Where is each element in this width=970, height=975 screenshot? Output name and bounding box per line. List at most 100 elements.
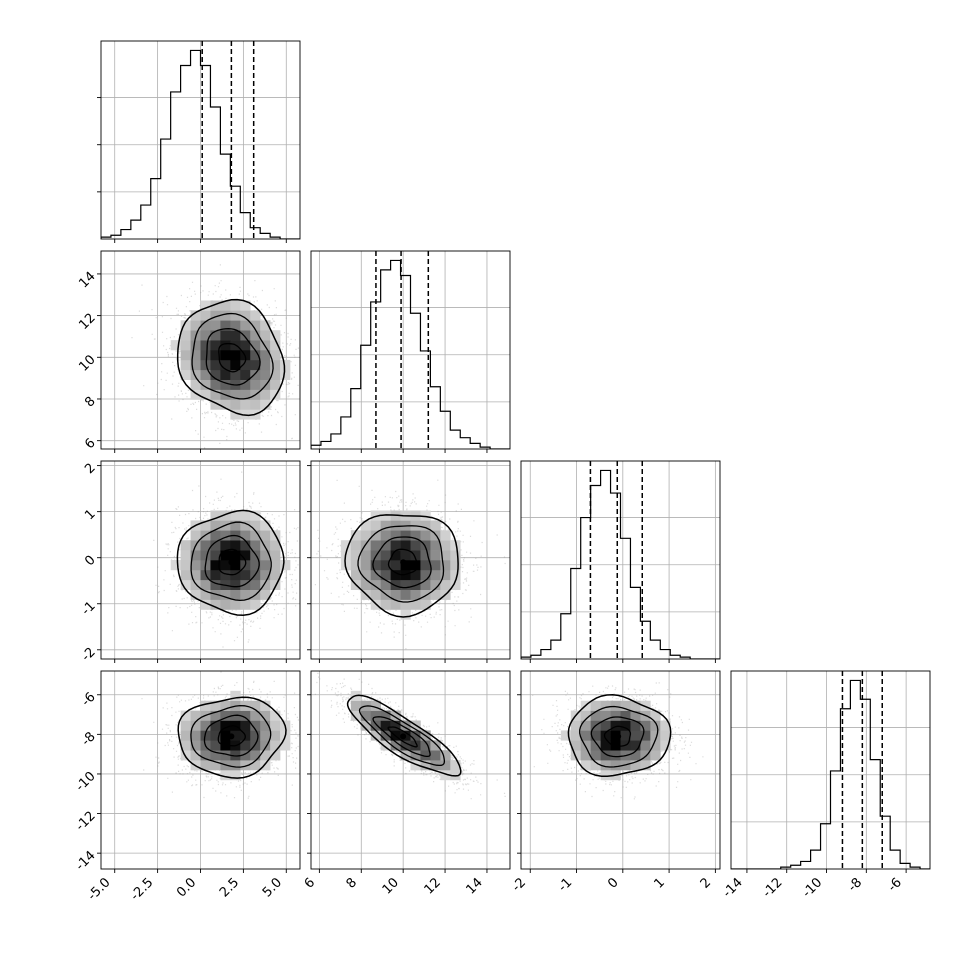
panel-content	[153, 471, 300, 648]
density-cell	[240, 389, 251, 400]
density-cell	[560, 730, 572, 741]
density-cell	[630, 700, 641, 711]
panel-content	[131, 251, 299, 449]
density-cell	[250, 330, 261, 341]
x-tick-label: 14	[463, 875, 485, 897]
x-tick-label: 2.5	[217, 875, 242, 900]
density-cell	[240, 300, 251, 311]
density-cell	[180, 369, 191, 380]
density-cell	[220, 379, 231, 390]
contour-line	[346, 694, 462, 777]
y-tick-label: 12	[76, 311, 98, 333]
density-cell	[400, 579, 411, 590]
density-cell	[190, 740, 201, 751]
density-peak	[400, 559, 407, 566]
density-cell	[240, 710, 251, 721]
density-cell	[270, 359, 281, 371]
density-cell	[190, 530, 201, 541]
density-cell	[180, 730, 191, 741]
contour-line	[603, 725, 632, 747]
density-cell	[600, 710, 611, 721]
contour-line	[190, 521, 272, 602]
density-cell	[650, 730, 661, 741]
density-cell	[340, 540, 352, 551]
histogram-panel-0	[97, 40, 301, 243]
density-cell	[230, 690, 241, 701]
contour-line	[176, 509, 285, 617]
density-cell	[210, 760, 221, 771]
contour-line	[205, 328, 261, 386]
density-cell	[210, 320, 221, 331]
contour-line	[579, 705, 659, 768]
density-cell	[200, 579, 211, 590]
density-cell	[400, 740, 411, 751]
density-cell	[380, 740, 391, 751]
density-cell	[580, 730, 591, 741]
density-cell	[260, 389, 271, 400]
histogram-clip	[101, 41, 300, 239]
density-cell	[240, 599, 251, 610]
density-cell	[640, 750, 651, 761]
density-cell	[450, 540, 461, 551]
density-cell	[270, 350, 281, 361]
density-cell	[190, 750, 201, 761]
density-cell	[280, 560, 291, 571]
density-cell	[260, 540, 271, 551]
density-cell	[260, 530, 271, 541]
density-cell	[230, 550, 241, 561]
density-cell	[370, 720, 381, 731]
density-cell	[270, 569, 281, 581]
density-cell	[450, 579, 461, 590]
density-cell	[250, 369, 261, 380]
density-cell	[260, 520, 271, 531]
density-cell	[440, 569, 451, 581]
x-tick-label: 6	[302, 875, 318, 891]
density-cell	[420, 579, 431, 590]
density-cell	[370, 710, 381, 721]
density-cell	[450, 569, 461, 581]
panel-frame	[520, 460, 721, 660]
density-cell	[240, 579, 251, 590]
density-cell	[260, 560, 271, 571]
density-cell	[580, 760, 591, 771]
density-cell	[230, 730, 241, 741]
histogram-clip	[521, 461, 720, 659]
y-tick-label: 2	[82, 461, 98, 477]
scatter-panel-1-0: 6 8 10 12 14	[76, 250, 301, 453]
x-tick-label: -10	[800, 875, 826, 901]
x-tick-label: -12	[760, 875, 786, 901]
density-cell	[250, 730, 261, 741]
density-cell	[420, 510, 431, 521]
density-cell	[190, 589, 201, 600]
x-tick-label: 2	[698, 875, 714, 891]
density-cell	[220, 599, 231, 610]
density-cell	[440, 760, 451, 771]
density-cell	[190, 569, 201, 581]
contour-line	[177, 696, 287, 779]
density-cell	[580, 710, 591, 721]
density-cell	[630, 740, 641, 751]
density-cell	[230, 760, 241, 771]
density-cell	[600, 720, 611, 731]
density-cell	[620, 700, 631, 711]
density-cell	[390, 540, 401, 551]
density-cell	[600, 730, 611, 741]
density-cell	[440, 550, 451, 561]
density-cell	[580, 740, 591, 751]
density-cell	[260, 550, 271, 561]
density-cell	[220, 510, 231, 521]
density-cell	[220, 560, 231, 571]
density-cell	[430, 569, 441, 581]
density-cell	[450, 560, 461, 571]
density-cell	[430, 589, 441, 600]
density-cell	[380, 599, 391, 610]
density-cell	[190, 340, 201, 351]
contour-line	[190, 704, 272, 768]
density-cell	[210, 300, 221, 311]
density-cell	[180, 359, 191, 371]
density-cell	[410, 560, 421, 571]
density-cell	[640, 720, 651, 731]
density-cell	[200, 330, 211, 341]
density-cell	[240, 740, 251, 751]
density-cell	[440, 540, 451, 551]
